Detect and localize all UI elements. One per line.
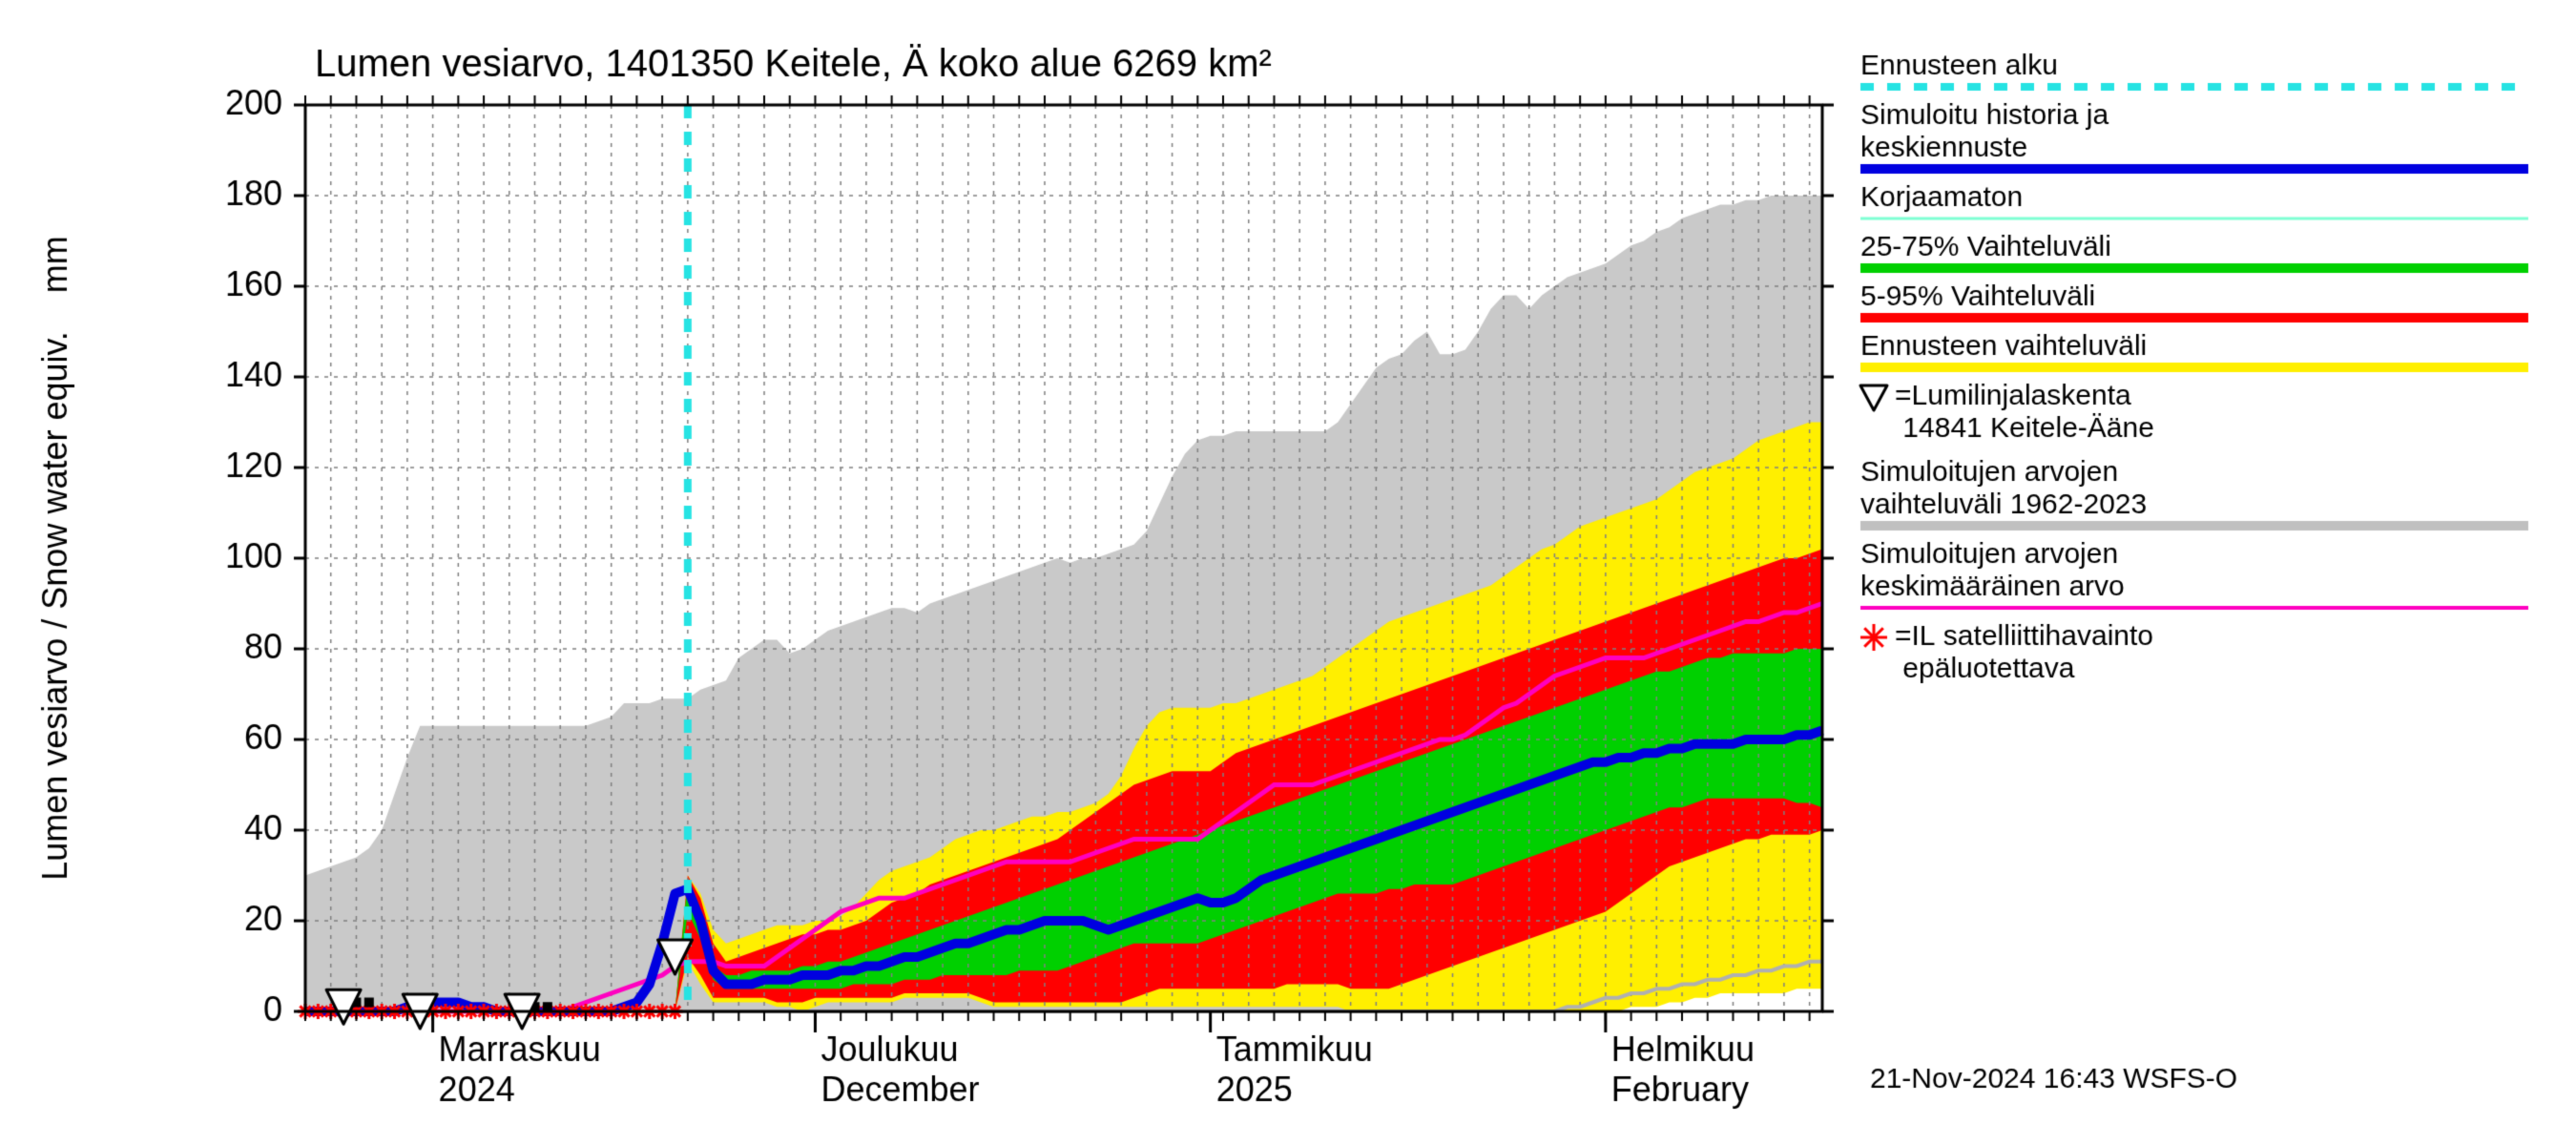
chart-root — [0, 0, 2576, 1145]
snow-water-equivalent-chart — [0, 0, 2576, 1145]
